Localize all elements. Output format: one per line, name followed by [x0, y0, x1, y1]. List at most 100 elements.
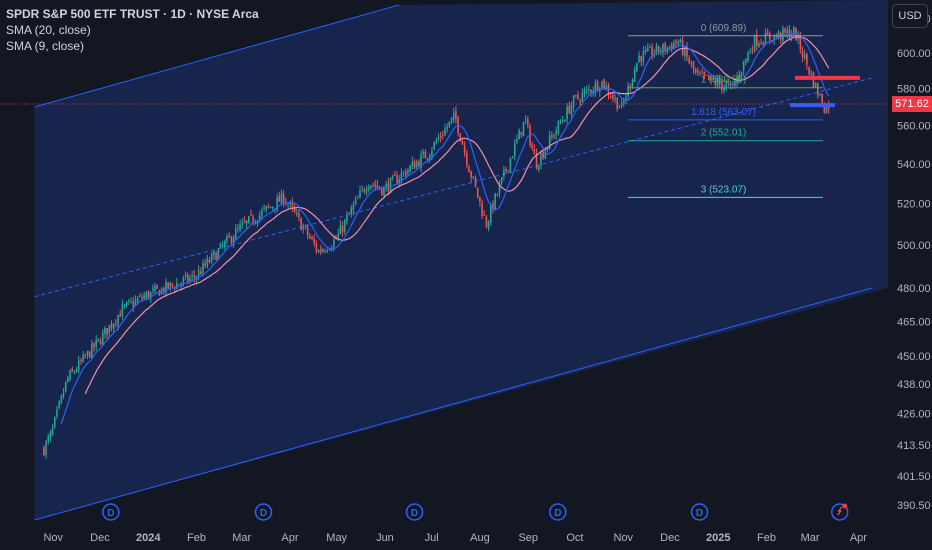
- candle-body: [91, 343, 93, 359]
- candle-body: [786, 30, 789, 34]
- candle-body: [577, 94, 579, 99]
- candle-body: [466, 152, 468, 166]
- dividend-marker-circle: [102, 503, 120, 521]
- candle-body: [58, 401, 60, 408]
- currency-button[interactable]: USD: [892, 4, 928, 28]
- candle-body: [485, 216, 488, 227]
- price-axis-tick: 600.00: [897, 48, 931, 60]
- candle-body: [692, 61, 695, 70]
- candle-body: [468, 166, 470, 173]
- candle-body: [357, 197, 359, 199]
- price-axis-tick: 520.00: [897, 199, 931, 211]
- candle-body: [186, 275, 189, 282]
- candle-body: [370, 185, 372, 189]
- candle-body: [224, 241, 226, 247]
- candle-body: [210, 253, 213, 261]
- candle-body: [520, 131, 523, 136]
- candle-body: [742, 60, 745, 71]
- candle-body: [710, 76, 712, 80]
- price-axis-tick: 413.50: [897, 440, 931, 452]
- chart-legend: SPDR S&P 500 ETF TRUST · 1D · NYSE Arca …: [6, 6, 259, 54]
- dividend-marker[interactable]: D: [690, 503, 709, 521]
- sma20-legend[interactable]: SMA (20, close): [6, 23, 91, 37]
- fib-level-label: 1 (580.55): [701, 75, 747, 86]
- time-axis-tick: Apr: [281, 532, 298, 544]
- candle-body: [622, 101, 625, 103]
- candle-body: [814, 82, 817, 88]
- dividend-marker[interactable]: [830, 503, 849, 521]
- candle-body: [686, 46, 688, 57]
- candle-body: [601, 80, 603, 89]
- time-axis-tick: Feb: [187, 532, 206, 544]
- candle-body: [394, 174, 396, 176]
- price-axis-tick: 540.00: [897, 159, 931, 171]
- candle-body: [566, 106, 568, 120]
- candle-body: [385, 184, 387, 188]
- candle-body: [564, 120, 566, 122]
- candle-body: [363, 189, 366, 192]
- candle-body: [189, 278, 191, 281]
- candle-body: [324, 251, 326, 253]
- candle-body: [169, 282, 172, 287]
- dividend-marker[interactable]: D: [549, 503, 567, 521]
- time-axis-tick: Aug: [470, 532, 490, 544]
- candle-body: [226, 236, 228, 242]
- candles-group: [43, 24, 830, 459]
- candle-body: [799, 34, 802, 50]
- dividend-marker[interactable]: D: [102, 503, 120, 521]
- time-axis-tick: May: [326, 532, 347, 544]
- candle-body: [317, 249, 320, 253]
- candle-body: [816, 84, 819, 96]
- candle-body: [718, 77, 721, 85]
- candle-body: [426, 158, 429, 161]
- time-axis-tick: Oct: [566, 532, 583, 544]
- candle-body: [618, 107, 621, 109]
- candle-body: [117, 315, 119, 326]
- candle-body: [585, 89, 588, 91]
- candle-body: [372, 184, 374, 186]
- candle-body: [319, 249, 322, 252]
- time-axis-tick: Jun: [376, 532, 394, 544]
- time-axis-background: [0, 525, 888, 550]
- candle-body: [627, 85, 629, 97]
- candle-body: [609, 96, 612, 98]
- candle-body: [557, 121, 560, 133]
- candle-body: [147, 291, 150, 299]
- candle-body: [178, 283, 180, 285]
- candle-body: [808, 66, 810, 74]
- dividend-marker-label: D: [107, 508, 114, 519]
- symbol-title[interactable]: SPDR S&P 500 ETF TRUST · 1D · NYSE Arca: [6, 7, 259, 21]
- candle-body: [633, 69, 636, 82]
- candle-body: [119, 314, 121, 317]
- channel-lower-line: [34, 287, 873, 521]
- candle-body: [649, 47, 651, 48]
- candle-body: [43, 446, 45, 455]
- time-axis-tick: Nov: [613, 532, 633, 544]
- candle-body: [276, 197, 278, 211]
- dividend-marker[interactable]: D: [254, 503, 273, 521]
- candle-body: [75, 370, 78, 372]
- candle-body: [448, 121, 451, 127]
- candle-body: [162, 287, 165, 293]
- candle-body: [354, 198, 357, 205]
- candle-body: [346, 215, 348, 222]
- candle-body: [204, 263, 207, 266]
- time-axis-tick: Apr: [850, 532, 867, 544]
- sma9-legend[interactable]: SMA (9, close): [6, 39, 85, 53]
- candle-body: [86, 351, 89, 355]
- dividend-marker[interactable]: D: [405, 503, 424, 521]
- candle-body: [200, 271, 202, 275]
- candle-body: [387, 182, 390, 192]
- candle-body: [132, 302, 135, 307]
- candle-body: [208, 259, 211, 263]
- candle-body: [592, 90, 595, 94]
- candle-body: [154, 286, 156, 292]
- time-axis-tick: Mar: [801, 532, 820, 544]
- candle-body: [492, 203, 494, 210]
- candle-body: [640, 56, 643, 62]
- candle-body: [721, 82, 723, 90]
- candle-body: [703, 71, 706, 76]
- candle-body: [348, 213, 350, 215]
- candle-body: [295, 213, 298, 214]
